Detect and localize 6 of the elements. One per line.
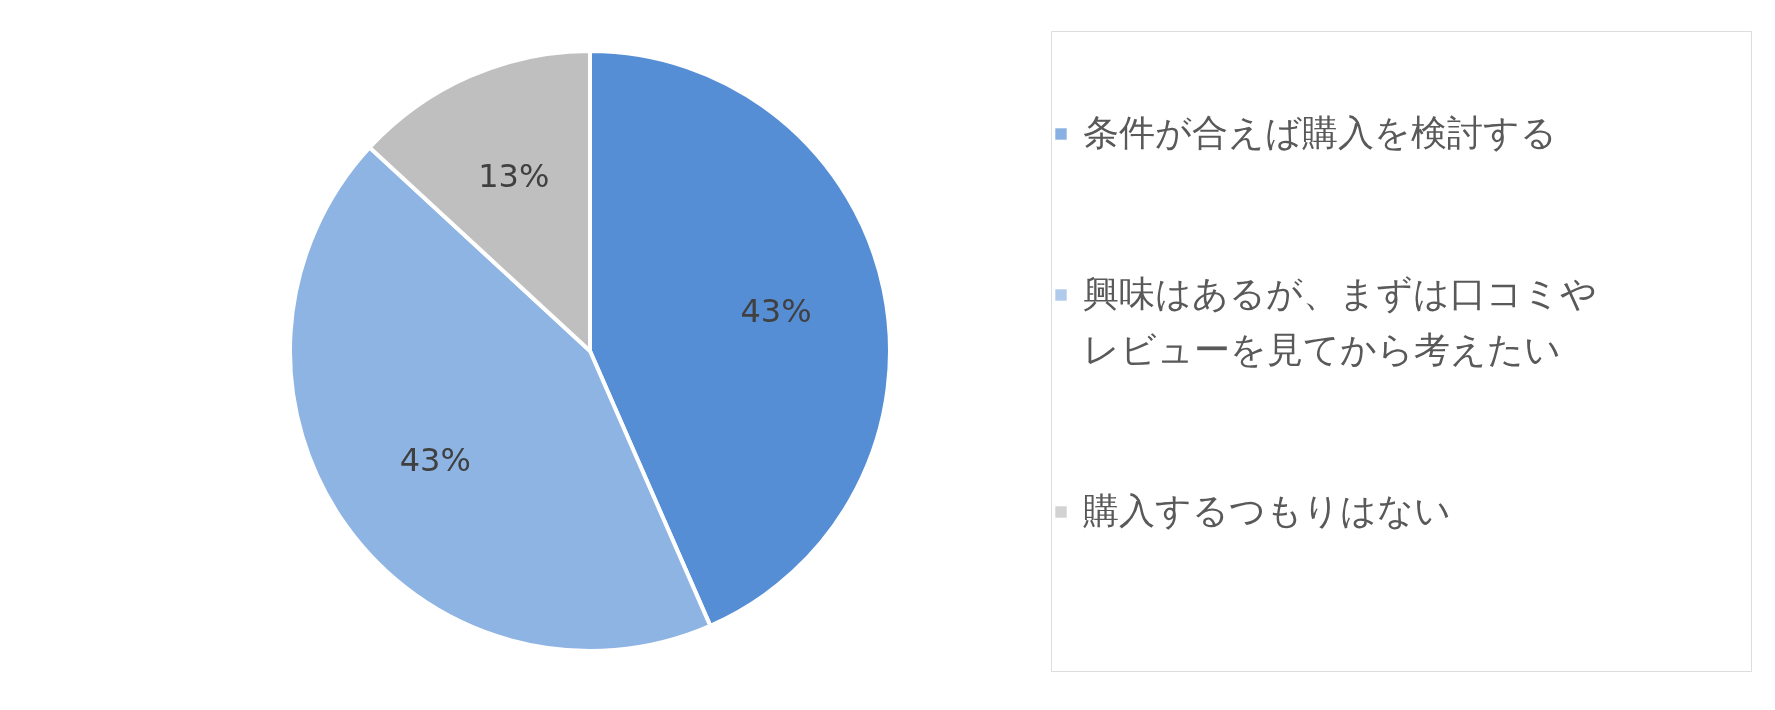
data-label: 13%	[478, 156, 550, 195]
legend-label: 購入するつもりはない	[1083, 490, 1451, 531]
legend-label: 条件が合えば購入を検討する	[1083, 112, 1557, 153]
data-label: 43%	[740, 292, 812, 331]
legend-label: 興味はあるが、まずは口コミやレビューを見てから考えたい	[1083, 273, 1597, 370]
data-label: 43%	[399, 441, 471, 480]
